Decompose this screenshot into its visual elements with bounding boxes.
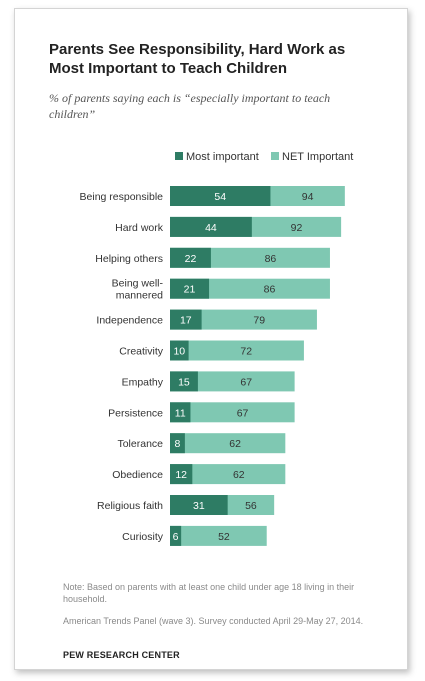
bar-net-important (170, 402, 295, 423)
bar-most-important (170, 186, 271, 206)
category-label: Being well-mannered (112, 278, 164, 302)
bar-most-important (170, 216, 252, 237)
category-label: Hard work (115, 222, 164, 234)
bar-most-important (170, 340, 189, 361)
bar-net-important (170, 371, 295, 392)
data-label-most: 11 (175, 407, 186, 419)
bar-most-important (170, 247, 211, 268)
legend-item-net: NET Important (271, 151, 353, 163)
data-label-net: 86 (264, 284, 276, 296)
chart-title: Parents See Responsibility, Hard Work as… (49, 41, 346, 77)
data-label-most: 54 (214, 191, 226, 203)
bar-most-important (170, 464, 193, 485)
data-label-most: 15 (178, 376, 190, 388)
legend-label-net: NET Important (282, 151, 354, 163)
category-label: Obedience (112, 469, 163, 481)
data-label-most: 31 (193, 500, 205, 512)
data-label-most: 8 (175, 438, 181, 450)
bar-most-important (170, 495, 228, 515)
category-label: Curiosity (122, 531, 164, 543)
category-label: Tolerance (117, 438, 163, 450)
bar-net-important (170, 278, 330, 299)
data-label-most: 22 (185, 253, 197, 265)
data-label-net: 86 (265, 253, 277, 265)
bar-most-important (170, 309, 202, 330)
legend-label-most: Most important (186, 151, 259, 163)
bar-most-important (170, 278, 210, 299)
category-label: Empathy (122, 376, 164, 388)
legend-swatch-net (271, 152, 279, 160)
data-label-most: 44 (205, 222, 217, 234)
data-label-most: 12 (175, 469, 187, 481)
bar-most-important (170, 371, 198, 392)
data-label-net: 62 (233, 469, 245, 481)
data-label-most: 6 (173, 531, 179, 543)
bar-most-important (170, 525, 182, 546)
data-label-net: 92 (291, 222, 303, 234)
bar-net-important (170, 464, 286, 485)
data-label-net: 67 (237, 407, 249, 419)
category-label: Helping others (95, 253, 163, 265)
data-label-net: 67 (240, 376, 252, 388)
chart-subtitle: % of parents saying each is “especially … (49, 91, 331, 121)
chart-source: American Trends Panel (wave 3). Survey c… (63, 616, 364, 626)
legend-swatch-most (175, 152, 183, 160)
bar-most-important (170, 433, 185, 454)
data-label-most: 10 (173, 346, 185, 358)
data-label-most: 17 (180, 315, 192, 327)
bar-net-important (170, 309, 317, 330)
chart-note: Note: Based on parents with at least one… (63, 582, 355, 604)
bar-most-important (170, 402, 191, 423)
chart-card (14, 8, 408, 670)
data-label-net: 56 (245, 500, 257, 512)
category-label: Creativity (119, 346, 164, 358)
category-label: Independence (96, 315, 163, 327)
bar-net-important (170, 525, 267, 546)
category-label: Religious faith (97, 500, 163, 512)
data-label-net: 52 (218, 531, 230, 543)
bar-net-important (170, 340, 304, 361)
brand-name: PEW RESEARCH CENTER (63, 650, 180, 660)
category-label: Being responsible (80, 191, 164, 203)
data-label-most: 21 (184, 284, 196, 296)
bar-net-important (170, 433, 286, 454)
data-label-net: 62 (229, 438, 241, 450)
legend-item-most: Most important (175, 151, 259, 163)
data-label-net: 94 (302, 191, 314, 203)
data-label-net: 72 (240, 346, 252, 358)
data-label-net: 79 (253, 315, 265, 327)
category-label: Persistence (108, 407, 163, 419)
